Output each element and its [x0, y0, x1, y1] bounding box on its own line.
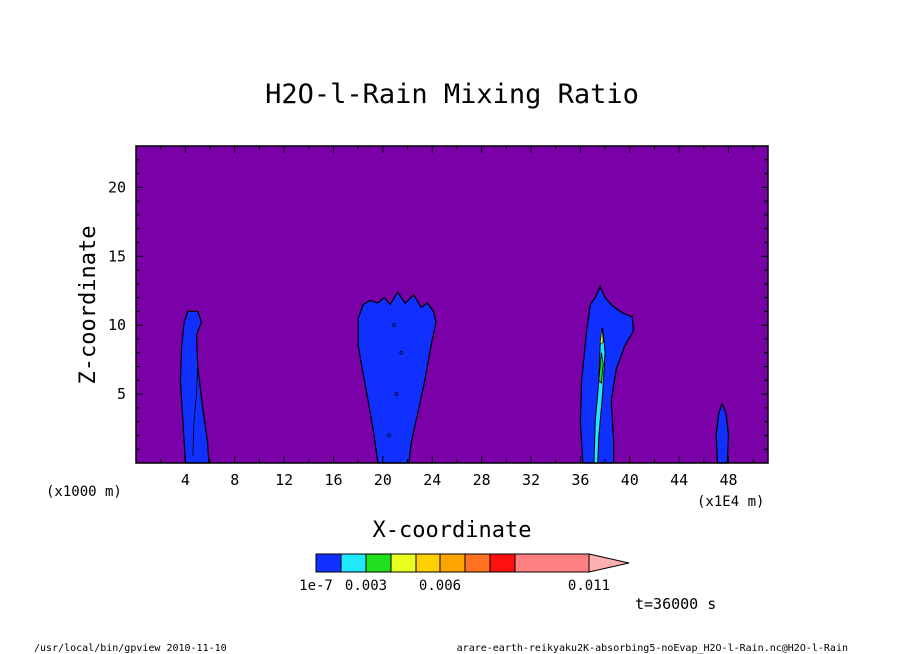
core-yellow: [599, 327, 604, 346]
colorbar-swatch: [315, 553, 342, 573]
chart-title: H2O-l-Rain Mixing Ratio: [265, 79, 639, 110]
x-tick-label: 4: [181, 471, 190, 489]
colorbar-arrow: [588, 553, 630, 573]
column-x5: [179, 310, 210, 464]
contour-dot: [394, 392, 399, 396]
plot-background: [136, 146, 768, 463]
colorbar-swatch: [464, 553, 491, 573]
colorbar: 1e-7 0.003 0.006 0.011: [299, 553, 630, 594]
x-unit-right: (x1E4 m): [697, 494, 764, 510]
contour-dot: [387, 433, 391, 438]
plot-frame: [135, 145, 769, 464]
column-x48: [715, 402, 730, 464]
colorbar-label: 0.011: [568, 578, 610, 594]
colorbar-swatch: [415, 553, 441, 573]
colorbar-swatch: [390, 553, 417, 573]
x-tick-label: 32: [522, 471, 540, 489]
rain-features: [179, 285, 730, 464]
y-tick-label: 5: [117, 385, 126, 403]
y-tick-label: 20: [108, 178, 126, 196]
x-tick-label: 20: [374, 471, 392, 489]
colorbar-swatch: [365, 553, 392, 573]
colorbar-swatch: [514, 553, 590, 573]
x-axis-label: X-coordinate: [373, 518, 532, 543]
x-tick-label: 44: [670, 471, 688, 489]
x-tick-label: 28: [473, 471, 491, 489]
x-tick-label: 8: [230, 471, 239, 489]
x-tick-label: 48: [719, 471, 737, 489]
x-tick-label: 16: [324, 471, 342, 489]
x-unit-left: (x1000 m): [46, 484, 122, 500]
colorbar-swatch: [489, 553, 516, 573]
core-green: [598, 352, 604, 385]
footer-left: /usr/local/bin/gpview 2010-11-10: [34, 643, 227, 654]
footer-right: arare-earth-reikyaku2K-absorbing5-noEvap…: [457, 643, 848, 654]
contour-dot: [399, 350, 404, 355]
colorbar-label: 1e-7: [299, 578, 333, 594]
x-tick-label: 40: [621, 471, 639, 489]
y-axis-label: Z-coordinate: [76, 226, 101, 385]
column-x21: [357, 290, 437, 464]
contour-line: [192, 366, 199, 457]
y-tick-label: 15: [108, 247, 126, 265]
colorbar-swatch: [340, 553, 367, 573]
contour-dot: [392, 323, 396, 328]
x-tick-label: 24: [423, 471, 441, 489]
x-tick-label: 12: [275, 471, 293, 489]
x-tick-label: 36: [571, 471, 589, 489]
colorbar-swatch: [439, 553, 466, 573]
colorbar-label: 0.006: [419, 578, 461, 594]
colorbar-label: 0.003: [345, 578, 387, 594]
y-tick-label: 10: [108, 316, 126, 334]
column-x38: [579, 285, 635, 464]
time-label: t=36000 s: [635, 595, 716, 613]
